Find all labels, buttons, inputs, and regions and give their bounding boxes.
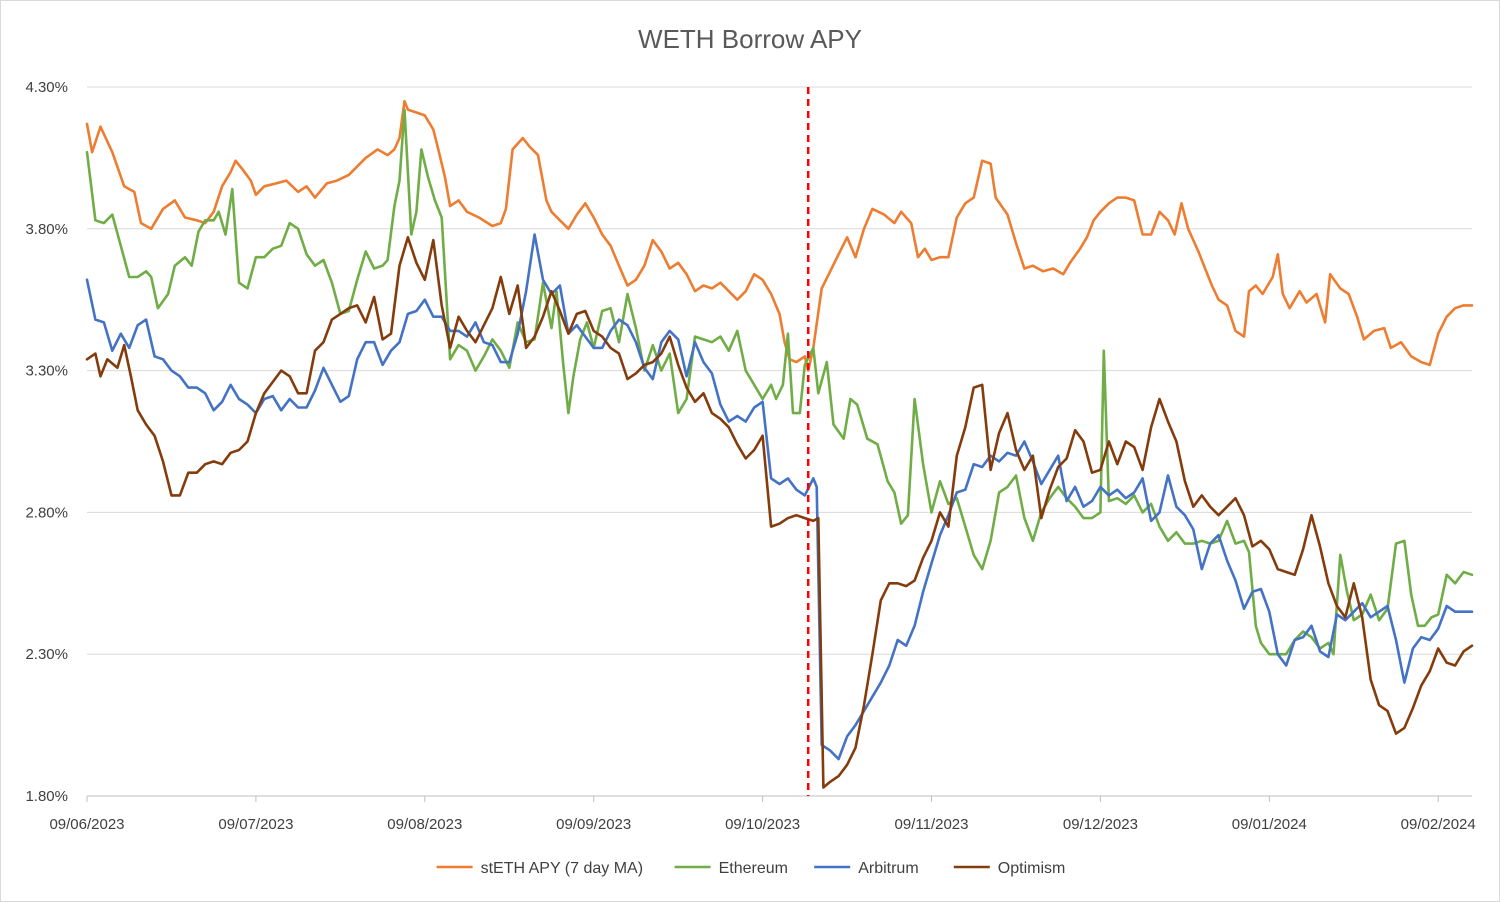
x-tick-label: 09/10/2023 — [725, 816, 800, 833]
series-line — [85, 108, 1474, 656]
y-tick-label: 2.30% — [25, 646, 68, 663]
legend-label: Arbitrum — [858, 860, 918, 877]
y-tick-label: 1.80% — [25, 788, 68, 805]
legend: stETH APY (7 day MA) Ethereum Arbitrum Opti… — [436, 860, 1066, 877]
legend-item: stETH APY (7 day MA) — [436, 860, 643, 877]
legend-label: stETH APY (7 day MA) — [481, 860, 643, 877]
y-tick-label: 3.80% — [25, 221, 68, 238]
x-tick-label: 09/12/2023 — [1063, 816, 1138, 833]
y-axis-ticks: 1.80% 2.30% 2.80% 3.30% 3.80% 4.30% — [25, 79, 68, 805]
y-tick-label: 4.30% — [25, 79, 68, 96]
legend-label: Optimism — [998, 860, 1066, 877]
series-line — [85, 236, 1474, 789]
y-tick-label: 2.80% — [25, 504, 68, 521]
x-tick-label: 09/07/2023 — [218, 816, 293, 833]
x-tick-label: 09/01/2024 — [1232, 816, 1307, 833]
legend-item: Optimism — [953, 860, 1066, 877]
series-line — [85, 99, 1474, 372]
y-tick-label: 3.30% — [25, 363, 68, 380]
x-axis-ticks: 09/06/2023 09/07/2023 09/08/2023 09/09/2023… — [49, 796, 1476, 833]
series-lines — [85, 99, 1474, 789]
chart-title: WETH Borrow APY — [638, 24, 862, 54]
x-tick-label: 09/02/2024 — [1401, 816, 1476, 833]
gridlines — [87, 86, 1472, 797]
legend-item: Arbitrum — [814, 860, 919, 877]
x-tick-label: 09/06/2023 — [49, 816, 124, 833]
x-tick-label: 09/08/2023 — [387, 816, 462, 833]
series-line — [85, 233, 1474, 761]
legend-label: Ethereum — [719, 860, 788, 877]
x-tick-label: 09/09/2023 — [556, 816, 631, 833]
x-tick-label: 09/11/2023 — [895, 816, 969, 833]
legend-item: Ethereum — [674, 860, 788, 877]
